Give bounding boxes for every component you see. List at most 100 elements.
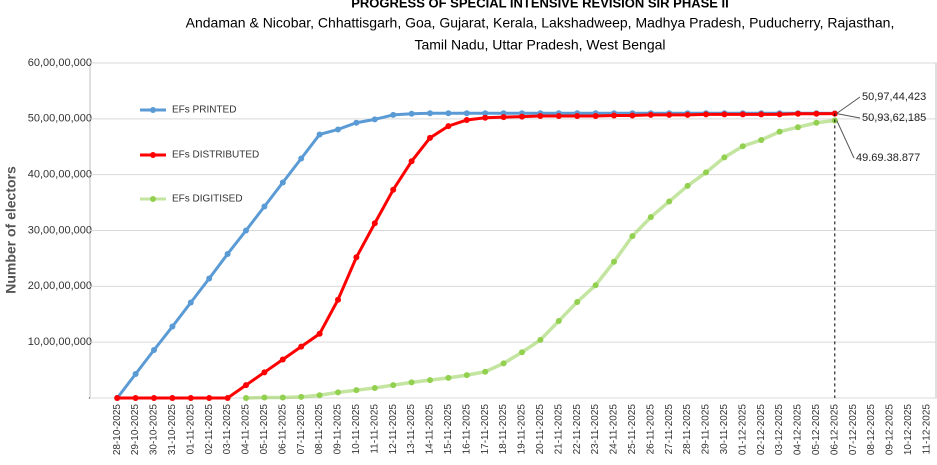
annotation: 49.69.38.877 [856,152,920,164]
data-point [611,112,617,119]
x-tick-label: 16-11-2025 [461,404,472,455]
data-point [574,113,581,120]
x-tick-label: 09-12-2025 [885,404,896,456]
data-point [776,111,783,118]
chart-title: PROGRESS OF SPECIAL INTENSIVE REVISION S… [351,0,729,10]
data-point [684,111,691,118]
data-point [279,394,286,401]
annotation: 50,97,44,423 [862,91,926,103]
x-tick-label: 05-11-2025 [259,404,270,455]
x-tick-label: 28-10-2025 [112,404,123,456]
x-tick-label: 14-11-2025 [425,404,436,455]
data-point [592,282,599,289]
data-point [445,374,452,381]
data-point [519,349,525,356]
legend-label: EFs PRINTED [172,105,236,116]
data-point [427,110,433,117]
data-point [758,111,765,118]
data-point [427,134,433,141]
data-point [463,110,470,117]
x-tick-label: 05-12-2025 [811,404,822,456]
data-point [187,299,194,306]
x-tick-label: 29-10-2025 [130,404,141,456]
x-tick-label: 10-11-2025 [351,404,362,455]
x-tick-label: 25-11-2025 [627,404,638,455]
legend-label: EFs DISTRIBUTED [172,150,259,161]
series-line [245,118,836,400]
annotation: 50,93,62,185 [862,112,926,124]
x-tick-label: 08-12-2025 [866,404,877,456]
data-point [463,372,470,379]
data-point [408,379,415,386]
data-point [298,155,305,162]
data-point [795,124,801,131]
data-point [335,296,341,303]
x-tick-label: 04-12-2025 [793,404,804,456]
x-tick-label: 02-11-2025 [204,404,215,455]
leader-line [836,96,861,114]
x-tick-label: 18-11-2025 [498,404,509,455]
legend-marker [150,152,156,158]
data-point [647,214,654,221]
data-point [408,110,415,117]
data-point [555,317,562,324]
data-point [739,143,746,150]
data-point [206,275,213,282]
data-point [279,356,286,363]
data-point [371,384,378,391]
x-tick-label: 07-12-2025 [848,404,859,456]
x-tick-label: 23-11-2025 [590,404,601,455]
data-point [390,382,397,389]
data-point [647,111,654,118]
data-point [500,114,507,121]
data-point [169,395,176,401]
data-point [666,111,673,118]
data-point [187,395,194,401]
y-tick-label: 20,00,00,000 [28,280,92,292]
data-point [482,114,489,121]
data-point [629,233,636,240]
data-point [795,110,801,117]
data-point [151,346,157,353]
data-point [445,123,452,130]
data-point [519,113,525,120]
y-tick-label: 50,00,00,000 [28,113,92,125]
data-point [316,330,323,337]
x-tick-label: 10-12-2025 [903,404,914,456]
data-point [482,368,489,375]
x-tick-label: 13-11-2025 [406,404,417,455]
x-tick-label: 21-11-2025 [553,404,564,455]
data-point [666,198,673,205]
x-tick-label: 09-11-2025 [333,404,344,455]
data-point [537,336,544,343]
y-tick-label: 30,00,00,000 [28,224,92,236]
x-tick-label: 24-11-2025 [609,404,620,455]
data-point [316,131,323,138]
data-point [758,137,765,144]
data-point [427,377,433,384]
data-point [371,220,378,227]
data-point [555,113,562,120]
series-line [117,112,835,400]
x-tick-label: 29-11-2025 [701,404,712,455]
data-point [261,394,268,401]
data-point [114,395,121,401]
y-tick-label: 10,00,00,000 [28,336,92,348]
data-point [206,395,213,401]
data-point [132,395,139,401]
x-tick-label: 19-11-2025 [517,404,528,455]
x-tick-label: 11-11-2025 [369,404,380,454]
x-tick-label: 07-11-2025 [296,404,307,455]
chart-subtitle: Tamil Nadu, Uttar Pradesh, West Bengal [414,37,665,53]
x-tick-label: 02-12-2025 [756,404,767,456]
data-point [482,110,489,117]
legend-marker [150,107,156,113]
data-point [445,110,452,117]
x-tick-label: 12-11-2025 [388,404,399,455]
x-tick-label: 03-11-2025 [222,404,233,455]
x-tick-label: 04-11-2025 [241,404,252,455]
x-tick-label: 30-11-2025 [719,404,730,455]
data-point [611,258,617,265]
x-tick-label: 26-11-2025 [645,404,656,455]
